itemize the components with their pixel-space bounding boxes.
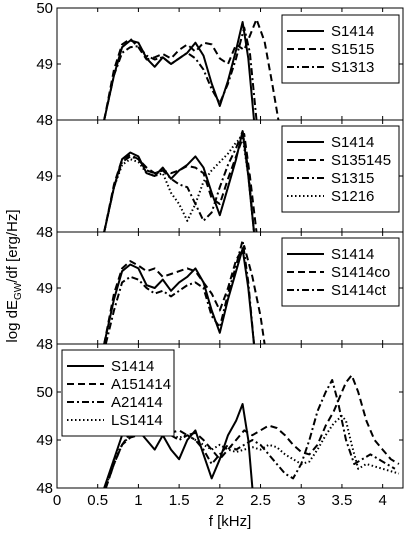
y-tick-label: 50 bbox=[36, 0, 53, 17]
panels-group: 484950S1414S1515S13134849S1414S135145S13… bbox=[36, 0, 404, 497]
legend-label: S1216 bbox=[331, 188, 374, 205]
legend-label: A21414 bbox=[111, 394, 163, 411]
series-line-a21414 bbox=[104, 379, 396, 488]
x-tick-label: 4 bbox=[378, 492, 386, 509]
y-tick-label: 48 bbox=[36, 336, 53, 353]
y-tick-label: 50 bbox=[36, 384, 53, 401]
series-lines bbox=[103, 18, 280, 120]
panel-frame bbox=[56, 343, 404, 489]
y-tick-label: 48 bbox=[36, 224, 53, 241]
x-tick-label: 2.5 bbox=[250, 492, 271, 509]
x-tick-label: 3.5 bbox=[332, 492, 353, 509]
series-line-s1414 bbox=[103, 247, 255, 344]
x-axis-label: f [kHz] bbox=[209, 513, 252, 530]
series-line-a151414 bbox=[104, 374, 400, 488]
y-tick-label: 49 bbox=[36, 168, 53, 185]
legend-label: S1313 bbox=[331, 59, 374, 76]
y-tick-label: 49 bbox=[36, 432, 53, 449]
series-line-s1414ct bbox=[104, 239, 255, 344]
y-axis-label: log dEGW/df [erg/Hz] bbox=[4, 209, 24, 342]
series-line-s1515 bbox=[103, 18, 280, 120]
y-tick-label: 48 bbox=[36, 480, 53, 497]
series-lines bbox=[103, 239, 266, 344]
x-tick-labels: 0 0.5 1 1.5 2 2.5 3 3.5 4 bbox=[53, 492, 387, 509]
series-line-s1216 bbox=[103, 135, 255, 232]
legend-label: S1414co bbox=[331, 264, 390, 281]
legend-label: S1414 bbox=[331, 23, 374, 40]
series-line-s1313 bbox=[103, 26, 258, 120]
legend-box bbox=[281, 125, 400, 213]
legend-label: S1414 bbox=[331, 246, 374, 263]
legend-label: A151414 bbox=[111, 376, 171, 393]
x-tick-label: 1.5 bbox=[169, 492, 190, 509]
series-line-s135145 bbox=[103, 133, 258, 232]
legend-label: S135145 bbox=[331, 152, 391, 169]
series-line-ls1414 bbox=[104, 415, 400, 488]
x-tick-label: 0 bbox=[53, 492, 61, 509]
x-tick-label: 0.5 bbox=[87, 492, 108, 509]
x-tick-label: 2 bbox=[216, 492, 224, 509]
y-tick-label: 49 bbox=[36, 56, 53, 73]
x-tick-label: 3 bbox=[297, 492, 305, 509]
series-lines bbox=[103, 130, 258, 232]
y-tick-label: 48 bbox=[36, 112, 53, 129]
legend-box bbox=[61, 349, 175, 437]
legend-label: LS1414 bbox=[111, 412, 163, 429]
legend-label: S1515 bbox=[331, 41, 374, 58]
series-line-s1414 bbox=[103, 130, 255, 232]
series-line-s1315 bbox=[103, 130, 255, 232]
x-tick-label: 1 bbox=[134, 492, 142, 509]
series-line-s1414co bbox=[103, 245, 266, 344]
legend-label: S1414 bbox=[331, 134, 374, 151]
legend-label: S1414 bbox=[111, 358, 154, 375]
y-tick-label: 49 bbox=[36, 280, 53, 297]
legend-label: S1315 bbox=[331, 170, 374, 187]
legend-label: S1414ct bbox=[331, 282, 387, 299]
